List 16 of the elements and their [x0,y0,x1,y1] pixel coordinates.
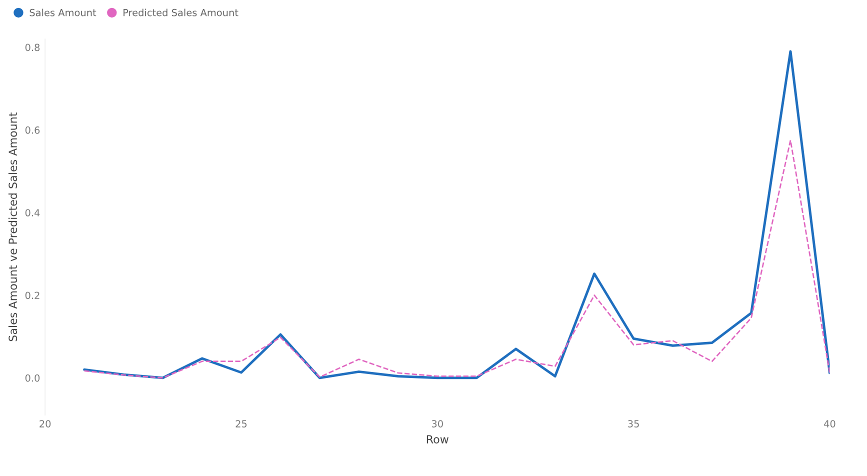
legend-label: Predicted Sales Amount [124,8,238,16]
x-axis-title: Row [426,435,448,444]
legend-label: Sales Amount [30,8,96,16]
y-tick-label: 0.8 [25,44,40,52]
y-tick-label: 0.6 [25,126,40,134]
x-tick-label: 20 [40,420,51,428]
x-tick-label: 35 [628,420,639,428]
line-series [84,140,830,379]
line-series [83,50,830,380]
x-tick-label: 30 [432,420,443,428]
y-tick-label: 0.4 [25,209,40,216]
y-tick-label: 0.0 [25,374,40,382]
x-tick-label: 25 [236,420,247,428]
x-tick-label: 40 [824,420,836,428]
y-tick-label: 0.2 [25,292,40,300]
y-axis-title: Sales Amount ve Predicted Sales Amount [8,112,18,342]
